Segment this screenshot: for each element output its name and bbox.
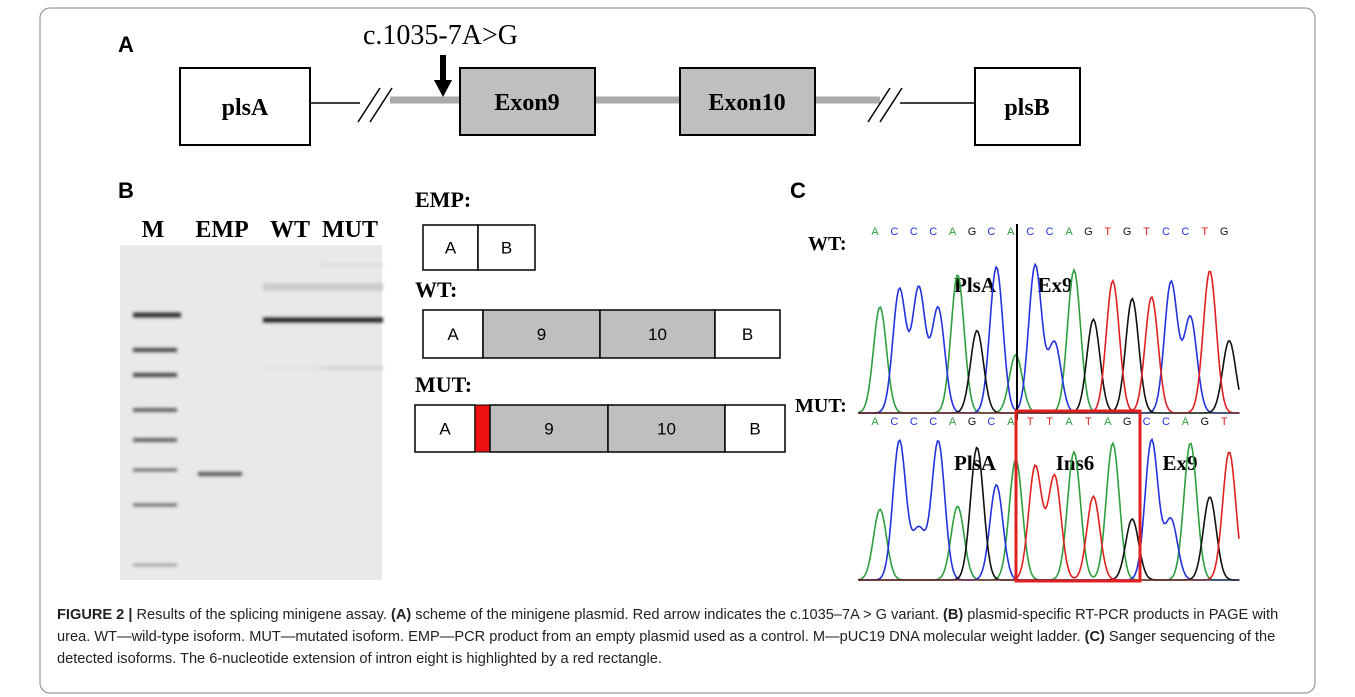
base-letter: A	[949, 416, 957, 428]
caption-label: FIGURE 2 |	[57, 607, 132, 623]
figure-graphic: A plsA Exon9 Exon10 plsB c.1035-7A>G B M…	[0, 0, 1355, 697]
segment-label: 10	[657, 420, 676, 439]
base-letter: A	[1104, 416, 1112, 428]
segment-label: 9	[544, 420, 553, 439]
box-label: Exon10	[708, 90, 785, 116]
base-letter: C	[1162, 416, 1170, 428]
base-letter: T	[1143, 226, 1150, 238]
insertion-box	[1016, 411, 1140, 581]
base-letter: C	[929, 226, 937, 238]
row-label: MUT:	[795, 395, 847, 417]
segment-label: B	[749, 420, 760, 439]
region-label: Ex9	[1037, 273, 1072, 297]
segment-label: B	[742, 325, 753, 344]
mutation-label: c.1035-7A>G	[363, 20, 518, 51]
construct-label: MUT:	[415, 372, 472, 397]
segment-label: A	[439, 420, 451, 439]
panel-label: B	[118, 178, 134, 203]
base-letter: C	[1026, 226, 1034, 238]
base-letter: C	[1046, 226, 1054, 238]
caption-ref: (C)	[1085, 629, 1105, 645]
base-letter: A	[1065, 226, 1073, 238]
gel-band	[198, 472, 242, 476]
gel-band	[133, 469, 177, 472]
gel-band	[263, 367, 328, 370]
base-letter: C	[910, 416, 918, 428]
base-letter: A	[1007, 226, 1015, 238]
base-letter: T	[1046, 416, 1053, 428]
insertion-segment	[475, 405, 490, 452]
gel-band	[133, 373, 177, 377]
construct-label: EMP:	[415, 187, 471, 212]
lane-label: MUT	[322, 217, 378, 243]
gel-image	[120, 245, 382, 580]
lane-label: EMP	[195, 217, 248, 243]
lane-label: M	[142, 217, 165, 243]
base-letter: C	[1162, 226, 1170, 238]
row-label: WT:	[808, 233, 847, 255]
base-letter: A	[871, 226, 879, 238]
base-letter: G	[1123, 226, 1132, 238]
base-letter: T	[1221, 416, 1228, 428]
box-label: plsA	[222, 95, 269, 121]
gel-band	[320, 366, 383, 370]
gel-band	[320, 283, 383, 291]
base-letter: A	[871, 416, 879, 428]
base-letter: G	[1220, 226, 1229, 238]
panel-label: C	[790, 178, 806, 203]
lane-label: WT	[270, 217, 310, 243]
arrow-head	[434, 80, 452, 97]
gel-band	[263, 283, 328, 291]
break-marks	[358, 88, 902, 122]
base-letter: G	[968, 226, 977, 238]
gel-band	[263, 318, 328, 323]
base-letter: C	[1143, 416, 1151, 428]
gel-band	[133, 348, 177, 352]
base-letter: T	[1085, 416, 1092, 428]
figure: A plsA Exon9 Exon10 plsB c.1035-7A>G B M…	[0, 0, 1355, 697]
gel-band	[133, 313, 181, 318]
gel-band	[320, 263, 383, 267]
box-label: plsB	[1004, 95, 1049, 121]
base-letter: A	[949, 226, 957, 238]
caption-text: scheme of the minigene plasmid. Red arro…	[411, 607, 943, 623]
base-letter: T	[1104, 226, 1111, 238]
gel-band	[320, 318, 383, 323]
base-letter: C	[987, 416, 995, 428]
base-letter: G	[968, 416, 977, 428]
panel-label: A	[118, 32, 134, 57]
base-letter: G	[1123, 416, 1132, 428]
gel-band	[133, 408, 177, 412]
base-letter: A	[1007, 416, 1015, 428]
region-label: Ex9	[1162, 451, 1197, 475]
base-letter: C	[987, 226, 995, 238]
chromatogram-trace	[858, 299, 1239, 413]
caption-ref: (B)	[943, 607, 963, 623]
gel-band	[133, 504, 177, 507]
segment-label: 9	[537, 325, 546, 344]
base-letter: C	[890, 226, 898, 238]
gel-band	[133, 438, 177, 442]
caption: FIGURE 2 | Results of the splicing minig…	[57, 604, 1307, 670]
base-letter: G	[1201, 416, 1210, 428]
gel-band	[133, 564, 177, 567]
segment-label: 10	[648, 325, 667, 344]
base-letter: C	[910, 226, 918, 238]
caption-text: Results of the splicing minigene assay.	[132, 607, 391, 623]
base-letter: T	[1201, 226, 1208, 238]
base-letter: A	[1182, 416, 1190, 428]
base-letter: C	[890, 416, 898, 428]
base-letter: C	[1181, 226, 1189, 238]
base-letter: A	[1065, 416, 1073, 428]
construct-label: WT:	[415, 277, 457, 302]
base-letter: G	[1084, 226, 1093, 238]
base-letter: C	[929, 416, 937, 428]
segment-label: B	[501, 239, 512, 258]
box-label: Exon9	[494, 90, 559, 116]
segment-label: A	[445, 239, 457, 258]
base-letter: T	[1027, 416, 1034, 428]
caption-ref: (A)	[391, 607, 411, 623]
segment-label: A	[447, 325, 459, 344]
